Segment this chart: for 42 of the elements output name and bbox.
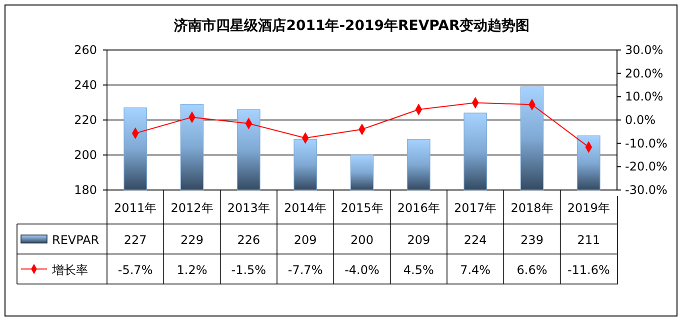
data-label: 224 [464, 233, 487, 247]
y-tick-label: 220 [74, 113, 97, 127]
x-tick-label: 2013年 [227, 201, 270, 215]
legend-label: REVPAR [52, 233, 100, 247]
data-label: 209 [407, 233, 430, 247]
y2-tick-label: 10.0% [625, 90, 664, 104]
x-tick-label: 2011年 [114, 201, 157, 215]
y-tick-label: 260 [74, 43, 97, 57]
y-tick-label: 240 [74, 78, 97, 92]
data-label: 229 [180, 233, 204, 247]
x-tick-label: 2012年 [170, 201, 214, 215]
x-tick-label: 2015年 [340, 201, 384, 215]
y2-tick-label: 30.0% [625, 43, 664, 57]
data-label: 7.4% [460, 263, 491, 277]
data-label: 6.6% [516, 263, 548, 277]
y2-tick-label: -20.0% [625, 160, 668, 174]
data-label: -11.6% [567, 263, 610, 277]
data-label: -7.7% [288, 263, 323, 277]
data-label: 226 [237, 233, 260, 247]
y2-tick-label: 20.0% [625, 66, 664, 80]
data-label: 4.5% [403, 263, 434, 277]
x-tick-label: 2014年 [284, 201, 327, 215]
y-tick-label: 200 [74, 148, 97, 162]
chart-title: 济南市四星级酒店2011年-2019年REVPAR变动趋势图 [173, 17, 530, 34]
data-label: 227 [124, 233, 147, 247]
data-label: 239 [520, 233, 544, 247]
x-tick-label: 2019年 [567, 201, 610, 215]
y2-tick-label: -30.0% [625, 183, 668, 197]
x-tick-label: 2016年 [397, 201, 440, 215]
data-label: 209 [294, 233, 317, 247]
y2-tick-label: -10.0% [625, 136, 668, 150]
data-label: -4.0% [344, 263, 380, 277]
x-tick-label: 2018年 [510, 201, 554, 215]
data-label: 200 [350, 233, 374, 247]
x-tick-label: 2017年 [454, 201, 497, 215]
y-tick-label: 180 [74, 183, 97, 197]
data-label: 211 [577, 233, 600, 247]
data-label: -5.7% [118, 263, 153, 277]
legend-label: 增长率 [51, 263, 88, 277]
data-label: 1.2% [176, 263, 208, 277]
data-label: -1.5% [231, 263, 266, 277]
y2-tick-label: 0.0% [625, 113, 656, 127]
